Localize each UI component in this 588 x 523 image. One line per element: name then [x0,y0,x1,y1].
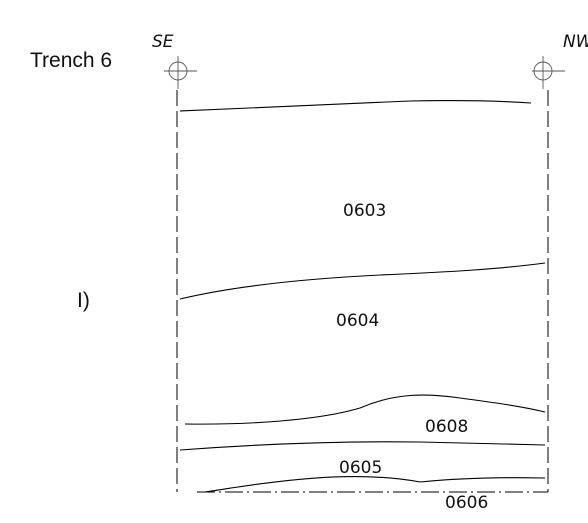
context-label: 0604 [336,311,379,331]
boundary-0605-0606 [204,476,546,493]
direction-label-nw: NW [563,32,588,52]
context-label: 0608 [425,417,468,437]
context-label: 0605 [339,458,382,478]
boundary-0603-0604 [179,262,546,300]
survey-marker-left-icon [164,56,197,89]
context-label: 0603 [343,201,386,221]
boundary-top [179,100,532,112]
direction-label-se: SE [152,32,174,52]
boundary-0604-0608 [184,394,546,425]
panel-label: I) [77,289,90,312]
context-label: 0606 [445,493,488,513]
trench-title: Trench 6 [30,49,112,72]
boundary-0608-0605 [179,441,546,451]
survey-marker-right-icon [532,56,565,89]
